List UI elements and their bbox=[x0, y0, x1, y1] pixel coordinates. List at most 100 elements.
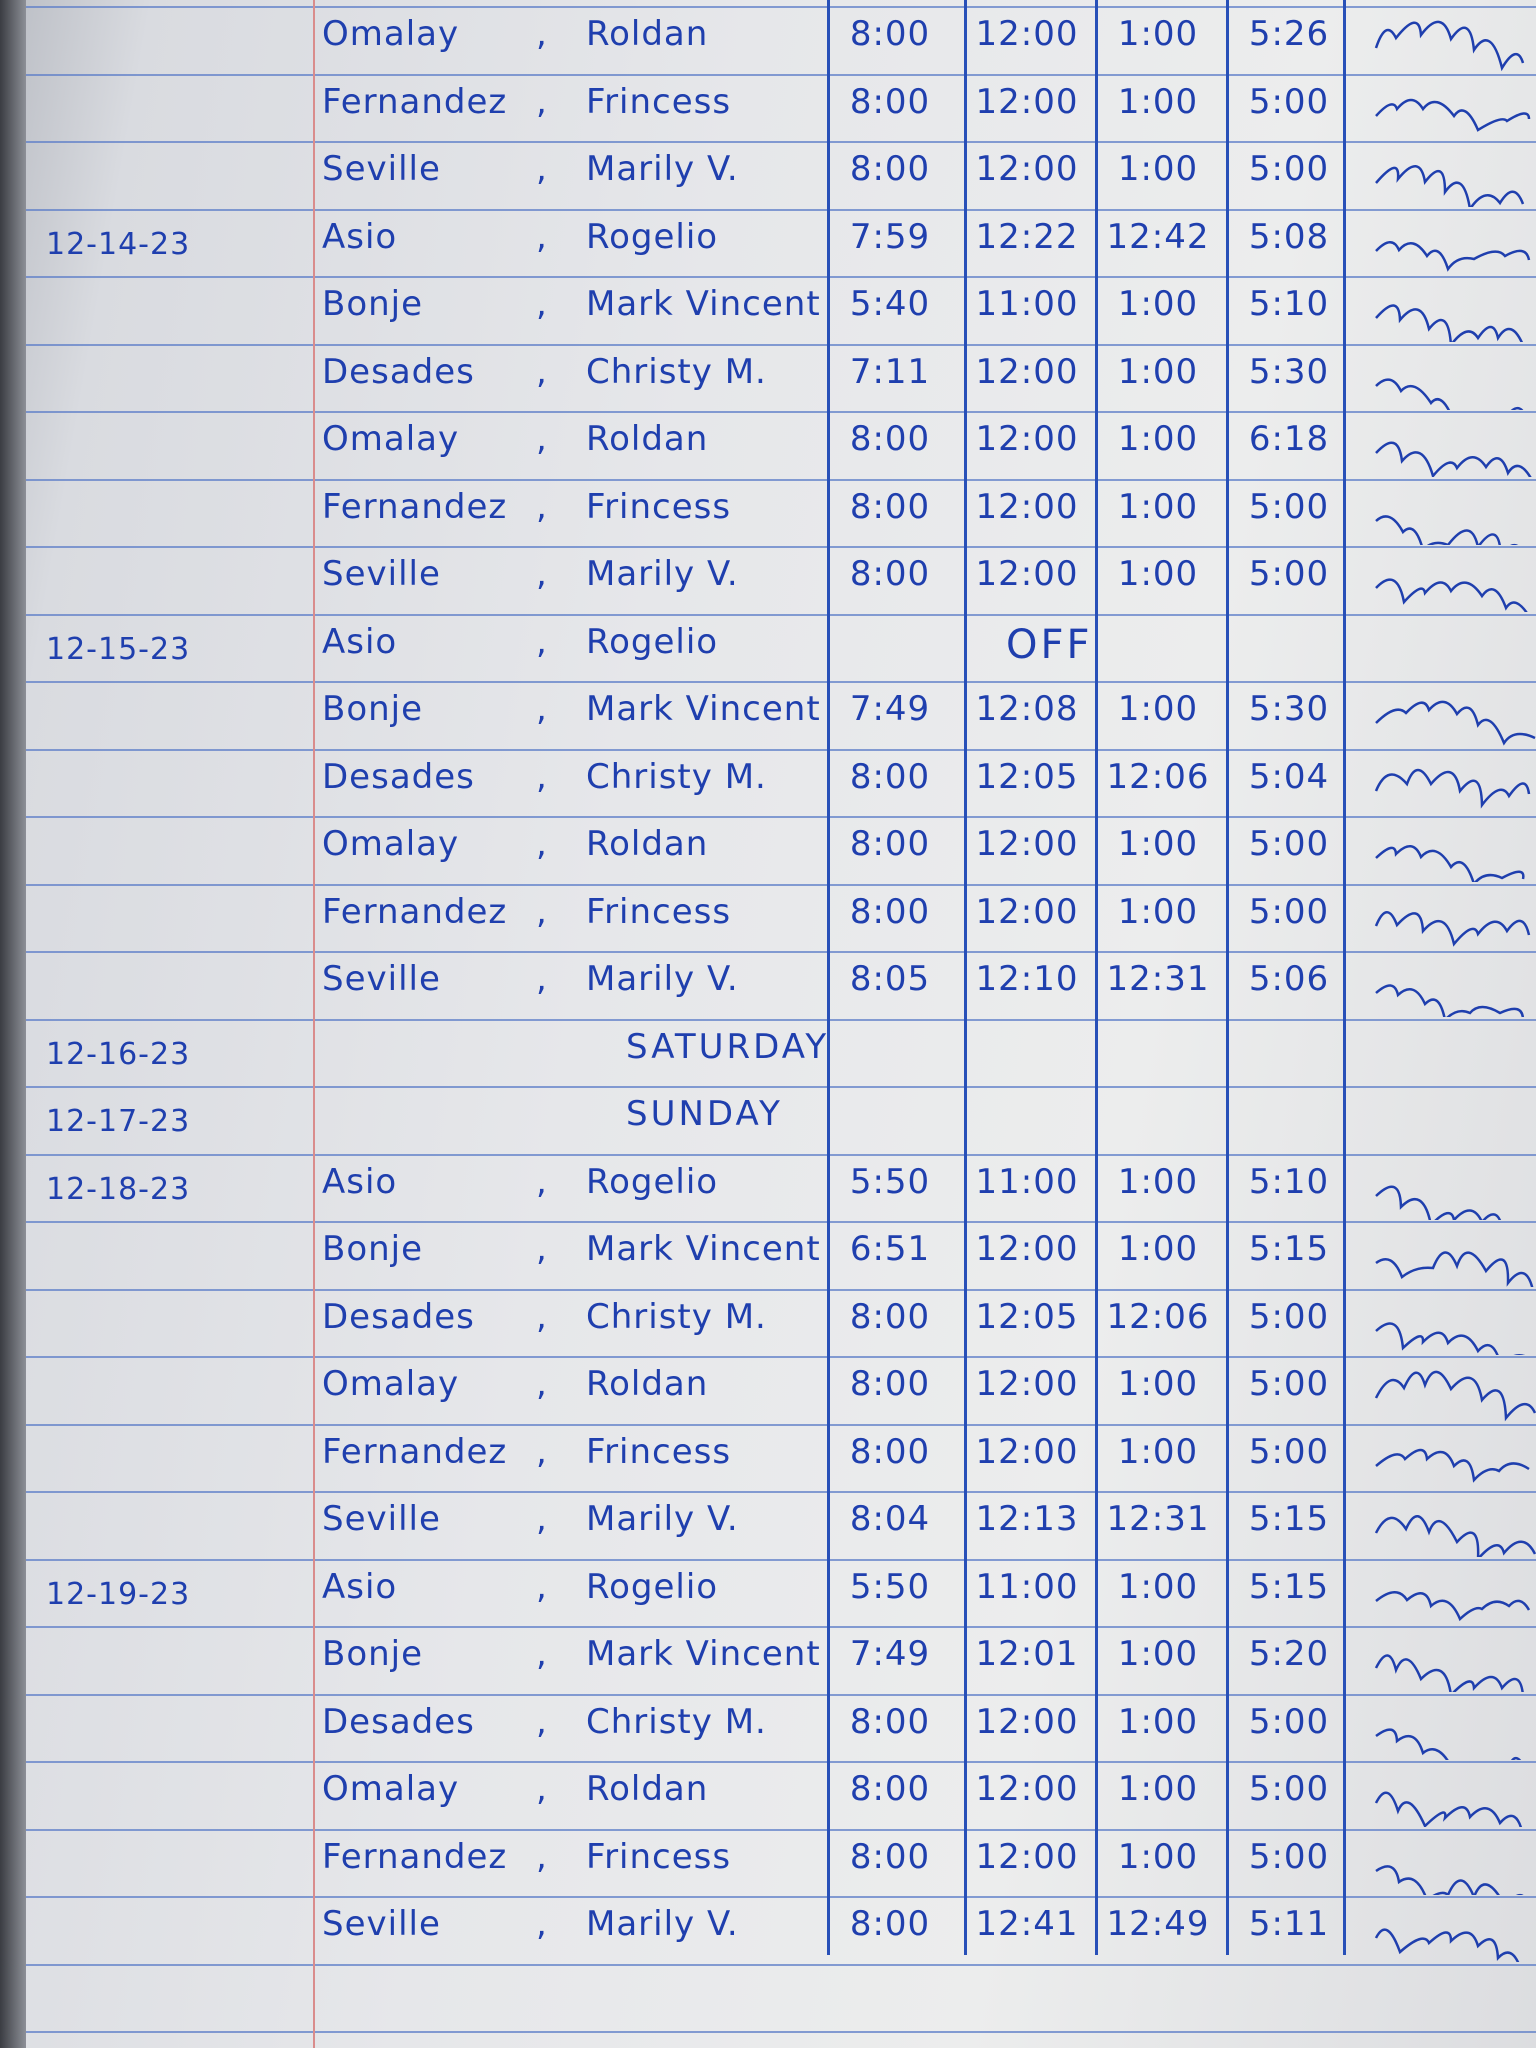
ruled-line bbox=[26, 1221, 1536, 1223]
time-cell: 12:00 bbox=[975, 1364, 1079, 1404]
time-cell: 5:08 bbox=[1248, 216, 1330, 257]
time-cell: 7:11 bbox=[849, 351, 931, 392]
first-name: Frincess bbox=[586, 891, 732, 932]
signature-scribble bbox=[1375, 441, 1532, 477]
first-name: Rogelio bbox=[586, 216, 719, 257]
time-cell: 12:00 bbox=[975, 486, 1079, 527]
comma: , bbox=[536, 1431, 548, 1472]
time-cell: 12:00 bbox=[975, 81, 1079, 122]
ruled-line bbox=[26, 73, 1536, 76]
first-name: Roldan bbox=[586, 1364, 709, 1404]
first-name: Mark Vincent bbox=[586, 284, 821, 324]
comma: , bbox=[536, 351, 548, 392]
table-row: Desades, Christy M. 7:11 12:00 1:00 5:30 bbox=[26, 344, 1536, 411]
table-row: Seville, Marily V. 8:04 12:13 12:31 5:15 bbox=[26, 1491, 1536, 1558]
time-cell: 5:15 bbox=[1248, 1229, 1330, 1269]
comma: , bbox=[536, 1634, 548, 1674]
time-cell: 1:00 bbox=[1117, 891, 1199, 932]
time-cell: 5:11 bbox=[1248, 1904, 1330, 1944]
table-row: 12-15-23 Asio, Rogelio OFF bbox=[26, 614, 1536, 681]
time-cell: 8:00 bbox=[849, 1364, 931, 1404]
signature-scribble bbox=[1375, 165, 1525, 207]
signature-scribble bbox=[1375, 514, 1518, 545]
time-cell: 7:49 bbox=[849, 1634, 931, 1674]
first-name: Marily V. bbox=[586, 1499, 739, 1539]
time-cell: 8:00 bbox=[849, 1431, 931, 1472]
first-name: Mark Vincent bbox=[586, 1229, 821, 1269]
ruled-line bbox=[26, 208, 1536, 211]
time-cell: 5:15 bbox=[1248, 1566, 1330, 1607]
ruled-line bbox=[26, 1761, 1536, 1763]
first-name: Christy M. bbox=[586, 1296, 767, 1337]
time-cell: 12:00 bbox=[975, 824, 1079, 864]
time-cell: 12:01 bbox=[975, 1634, 1079, 1674]
ruled-line bbox=[26, 1423, 1536, 1426]
last-name: Desades bbox=[322, 756, 475, 797]
comma: , bbox=[536, 1566, 548, 1607]
comma: , bbox=[536, 149, 548, 189]
last-name: Omalay bbox=[322, 1364, 460, 1404]
time-cell: 8:00 bbox=[849, 891, 931, 932]
last-name: Bonje bbox=[322, 689, 424, 729]
first-name: Frincess bbox=[586, 81, 732, 122]
ruled-line bbox=[26, 681, 1536, 683]
time-cell: 8:04 bbox=[849, 1499, 931, 1539]
time-cell: 6:18 bbox=[1248, 419, 1330, 459]
comma: , bbox=[536, 1364, 548, 1404]
comma: , bbox=[536, 756, 548, 797]
table-row: Desades, Christy M. 8:00 12:05 12:06 5:04 bbox=[26, 749, 1536, 816]
time-cell: 1:00 bbox=[1117, 284, 1199, 324]
table-row: Omalay, Roldan 8:00 12:00 1:00 5:00 bbox=[26, 1356, 1536, 1423]
ruled-line bbox=[26, 1558, 1536, 1561]
time-cell: 6:51 bbox=[849, 1229, 931, 1269]
time-cell: 12:00 bbox=[975, 351, 1079, 392]
time-cell: 12:49 bbox=[1106, 1904, 1210, 1944]
first-name: Rogelio bbox=[586, 1161, 719, 1202]
time-cell: 8:05 bbox=[849, 959, 931, 999]
ruled-line bbox=[26, 411, 1536, 413]
last-name: Desades bbox=[322, 1701, 475, 1742]
signature-scribble bbox=[1375, 984, 1524, 1017]
ruled-line bbox=[26, 141, 1536, 143]
signature-scribble bbox=[1375, 1185, 1502, 1220]
ruled-line bbox=[26, 1693, 1536, 1696]
column-divider bbox=[964, 0, 967, 1955]
comma: , bbox=[536, 1499, 548, 1539]
comma: , bbox=[536, 689, 548, 729]
time-cell: 8:00 bbox=[849, 1904, 931, 1944]
comma: , bbox=[536, 419, 548, 459]
comma: , bbox=[536, 14, 548, 54]
ruled-line bbox=[26, 816, 1536, 818]
first-name: Mark Vincent bbox=[586, 689, 821, 729]
ruled-line bbox=[26, 1626, 1536, 1628]
time-cell: 11:00 bbox=[975, 1566, 1079, 1607]
table-row: Bonje, Mark Vincent 5:40 11:00 1:00 5:10 bbox=[26, 276, 1536, 343]
table-row: Omalay, Roldan 8:00 12:00 1:00 5:26 bbox=[26, 6, 1536, 73]
table-row: Fernandez, Frincess 8:00 12:00 1:00 5:00 bbox=[26, 74, 1536, 141]
comma: , bbox=[536, 1296, 548, 1337]
first-name: Frincess bbox=[586, 1836, 732, 1877]
table-row: 12-19-23 Asio, Rogelio 5:50 11:00 1:00 5:15 bbox=[26, 1559, 1536, 1626]
date-label: 12-19-23 bbox=[46, 1576, 191, 1612]
signature-scribble bbox=[1375, 845, 1525, 882]
column-divider bbox=[1226, 0, 1229, 1955]
first-name: Marily V. bbox=[586, 1904, 739, 1944]
signature-scribble bbox=[1375, 578, 1528, 612]
time-cell: 7:59 bbox=[849, 216, 931, 257]
signature-scribble bbox=[1374, 1791, 1523, 1827]
last-name: Seville bbox=[322, 959, 441, 999]
ruled-line bbox=[26, 546, 1536, 548]
signature-scribble bbox=[1375, 700, 1536, 746]
first-name: Marily V. bbox=[586, 149, 739, 189]
comma: , bbox=[536, 1229, 548, 1269]
time-cell: 12:00 bbox=[975, 1229, 1079, 1269]
time-cell: 8:00 bbox=[849, 1769, 931, 1809]
last-name: Omalay bbox=[322, 824, 460, 864]
table-row: 12-17-23 SUNDAY bbox=[26, 1086, 1536, 1153]
table-row: Seville, Marily V. 8:00 12:00 1:00 5:00 bbox=[26, 141, 1536, 208]
last-name: Desades bbox=[322, 1296, 475, 1337]
time-cell: 5:00 bbox=[1248, 824, 1330, 864]
last-name: Bonje bbox=[322, 1229, 424, 1269]
time-cell: 5:26 bbox=[1248, 14, 1330, 54]
table-row: 12-14-23 Asio, Rogelio 7:59 12:22 12:42 5:08 bbox=[26, 209, 1536, 276]
